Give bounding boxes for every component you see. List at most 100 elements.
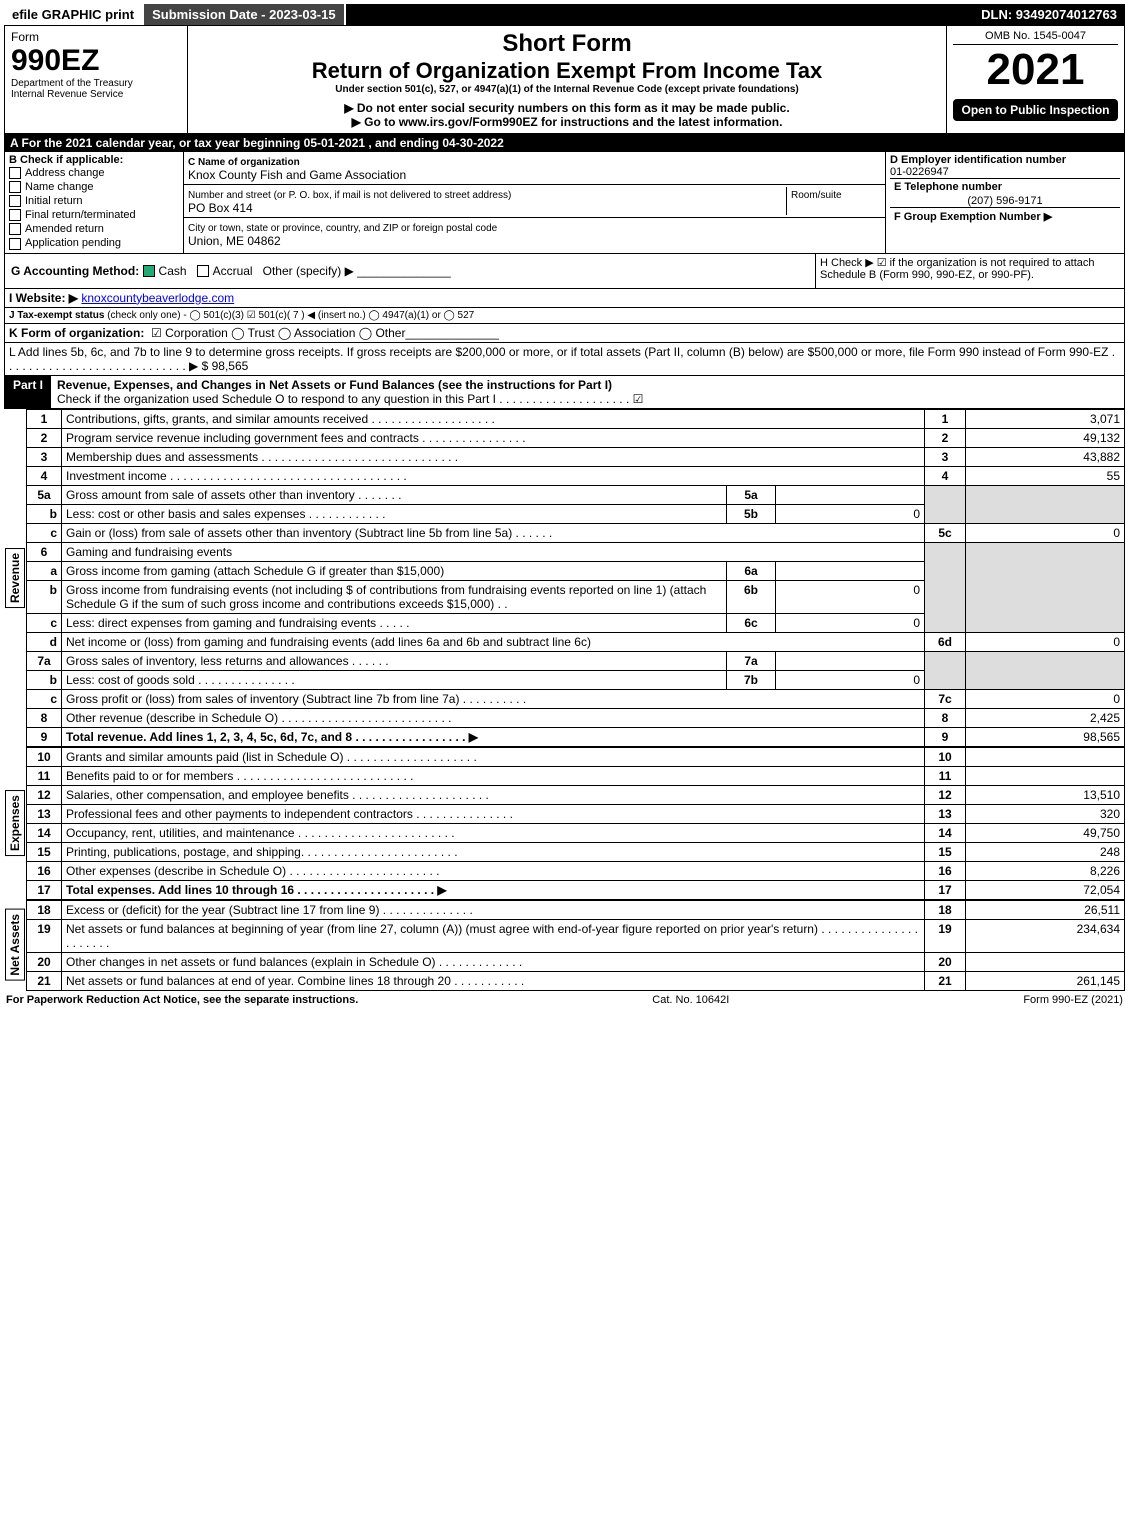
line-15: 15Printing, publications, postage, and s… bbox=[27, 842, 1125, 861]
j-label: J Tax-exempt status bbox=[9, 310, 104, 321]
h-text: H Check ▶ ☑ if the organization is not r… bbox=[820, 257, 1095, 281]
line-amount bbox=[966, 747, 1125, 766]
line-box: 14 bbox=[925, 823, 966, 842]
check-name: Name change bbox=[9, 180, 179, 194]
line-num: 19 bbox=[27, 919, 62, 952]
open-inspection: Open to Public Inspection bbox=[953, 99, 1118, 121]
netassets-section: Net Assets 18Excess or (deficit) for the… bbox=[4, 900, 1125, 991]
line-desc: Membership dues and assessments . . . . … bbox=[62, 447, 925, 466]
line-desc: Net assets or fund balances at end of ye… bbox=[62, 971, 925, 990]
line-desc: Occupancy, rent, utilities, and maintena… bbox=[62, 823, 925, 842]
line-num: 20 bbox=[27, 952, 62, 971]
check-pending: Application pending bbox=[9, 236, 179, 250]
line-num: 12 bbox=[27, 785, 62, 804]
top-bar: efile GRAPHIC print Submission Date - 20… bbox=[4, 4, 1125, 25]
line-amount: 2,425 bbox=[966, 708, 1125, 727]
org-city: Union, ME 04862 bbox=[188, 234, 281, 248]
checkbox-icon[interactable] bbox=[9, 167, 21, 179]
line-21: 21Net assets or fund balances at end of … bbox=[27, 971, 1125, 990]
shade-cell bbox=[966, 485, 1125, 523]
footer-left: For Paperwork Reduction Act Notice, see … bbox=[6, 994, 358, 1006]
k-row: K Form of organization: ☑ Corporation ◯ … bbox=[4, 324, 1125, 343]
check-pending-label: Application pending bbox=[25, 237, 121, 249]
gh-row: G Accounting Method: Cash Accrual Other … bbox=[4, 254, 1125, 289]
expenses-table: 10Grants and similar amounts paid (list … bbox=[26, 747, 1125, 900]
line-box: 17 bbox=[925, 880, 966, 899]
line-6d: dNet income or (loss) from gaming and fu… bbox=[27, 632, 1125, 651]
checkbox-icon[interactable] bbox=[9, 195, 21, 207]
checkbox-checked-icon[interactable] bbox=[143, 265, 155, 277]
line-num: 3 bbox=[27, 447, 62, 466]
j-row: J Tax-exempt status (check only one) - ◯… bbox=[4, 308, 1125, 324]
org-name: Knox County Fish and Game Association bbox=[188, 168, 406, 182]
line-desc: Less: cost or other basis and sales expe… bbox=[62, 504, 727, 523]
checkbox-icon[interactable] bbox=[197, 265, 209, 277]
mid-box: 6a bbox=[727, 561, 776, 580]
page-footer: For Paperwork Reduction Act Notice, see … bbox=[4, 991, 1125, 1009]
line-box: 18 bbox=[925, 900, 966, 919]
line-5c: cGain or (loss) from sale of assets othe… bbox=[27, 523, 1125, 542]
g-label: G Accounting Method: bbox=[11, 264, 139, 278]
header-right: OMB No. 1545-0047 2021 Open to Public In… bbox=[947, 26, 1124, 133]
revenue-section: Revenue 1Contributions, gifts, grants, a… bbox=[4, 409, 1125, 747]
line-amount: 0 bbox=[966, 523, 1125, 542]
line-desc: Gross amount from sale of assets other t… bbox=[62, 485, 727, 504]
check-name-label: Name change bbox=[25, 181, 94, 193]
line-7c: cGross profit or (loss) from sales of in… bbox=[27, 689, 1125, 708]
dln-label: DLN: 93492074012763 bbox=[973, 4, 1125, 25]
line-num: 14 bbox=[27, 823, 62, 842]
line-box: 2 bbox=[925, 428, 966, 447]
g-other: Other (specify) ▶ bbox=[263, 264, 354, 278]
line-box: 21 bbox=[925, 971, 966, 990]
shade-cell bbox=[925, 485, 966, 523]
line-desc: Benefits paid to or for members . . . . … bbox=[62, 766, 925, 785]
website-link[interactable]: knoxcountybeaverlodge.com bbox=[81, 291, 234, 305]
line-desc: Gross income from gaming (attach Schedul… bbox=[62, 561, 727, 580]
line-num: 11 bbox=[27, 766, 62, 785]
line-num: 4 bbox=[27, 466, 62, 485]
submission-date: Submission Date - 2023-03-15 bbox=[144, 4, 346, 25]
l-row: L Add lines 5b, 6c, and 7b to line 9 to … bbox=[4, 343, 1125, 376]
part1-title: Revenue, Expenses, and Changes in Net As… bbox=[57, 378, 612, 392]
line-2: 2Program service revenue including gover… bbox=[27, 428, 1125, 447]
line-4: 4Investment income . . . . . . . . . . .… bbox=[27, 466, 1125, 485]
line-box: 16 bbox=[925, 861, 966, 880]
mid-val: 0 bbox=[776, 580, 925, 613]
line-box: 4 bbox=[925, 466, 966, 485]
netassets-vertical-label: Net Assets bbox=[5, 909, 25, 981]
line-desc: Other revenue (describe in Schedule O) .… bbox=[62, 708, 925, 727]
line-desc: Gain or (loss) from sale of assets other… bbox=[62, 523, 925, 542]
line-num: b bbox=[27, 670, 62, 689]
room-label: Room/suite bbox=[791, 190, 842, 201]
checkbox-icon[interactable] bbox=[9, 238, 21, 250]
line-amount: 0 bbox=[966, 632, 1125, 651]
group-label: F Group Exemption Number ▶ bbox=[890, 207, 1120, 225]
line-desc: Printing, publications, postage, and shi… bbox=[62, 842, 925, 861]
line-box: 5c bbox=[925, 523, 966, 542]
line-desc: Contributions, gifts, grants, and simila… bbox=[62, 409, 925, 428]
k-text: ☑ Corporation ◯ Trust ◯ Association ◯ Ot… bbox=[151, 326, 405, 340]
line-13: 13Professional fees and other payments t… bbox=[27, 804, 1125, 823]
expenses-vertical-label: Expenses bbox=[5, 790, 25, 856]
shade-cell bbox=[966, 651, 1125, 689]
line-amount: 26,511 bbox=[966, 900, 1125, 919]
shade-cell bbox=[966, 542, 1125, 632]
check-amended-label: Amended return bbox=[25, 223, 104, 235]
part1-label: Part I bbox=[5, 376, 51, 408]
l-text: L Add lines 5b, 6c, and 7b to line 9 to … bbox=[9, 345, 1120, 373]
revenue-vertical-label: Revenue bbox=[5, 548, 25, 608]
checkbox-icon[interactable] bbox=[9, 223, 21, 235]
line-desc: Gaming and fundraising events bbox=[62, 542, 925, 561]
section-b-label: B Check if applicable: bbox=[9, 154, 179, 166]
checkbox-icon[interactable] bbox=[9, 181, 21, 193]
line-amount: 320 bbox=[966, 804, 1125, 823]
line-desc: Total revenue. Add lines 1, 2, 3, 4, 5c,… bbox=[62, 727, 925, 746]
line-num: 13 bbox=[27, 804, 62, 823]
line-box: 3 bbox=[925, 447, 966, 466]
line-num: c bbox=[27, 523, 62, 542]
line-box: 12 bbox=[925, 785, 966, 804]
check-initial: Initial return bbox=[9, 194, 179, 208]
form-number: 990EZ bbox=[11, 44, 181, 78]
line-num: 2 bbox=[27, 428, 62, 447]
checkbox-icon[interactable] bbox=[9, 209, 21, 221]
